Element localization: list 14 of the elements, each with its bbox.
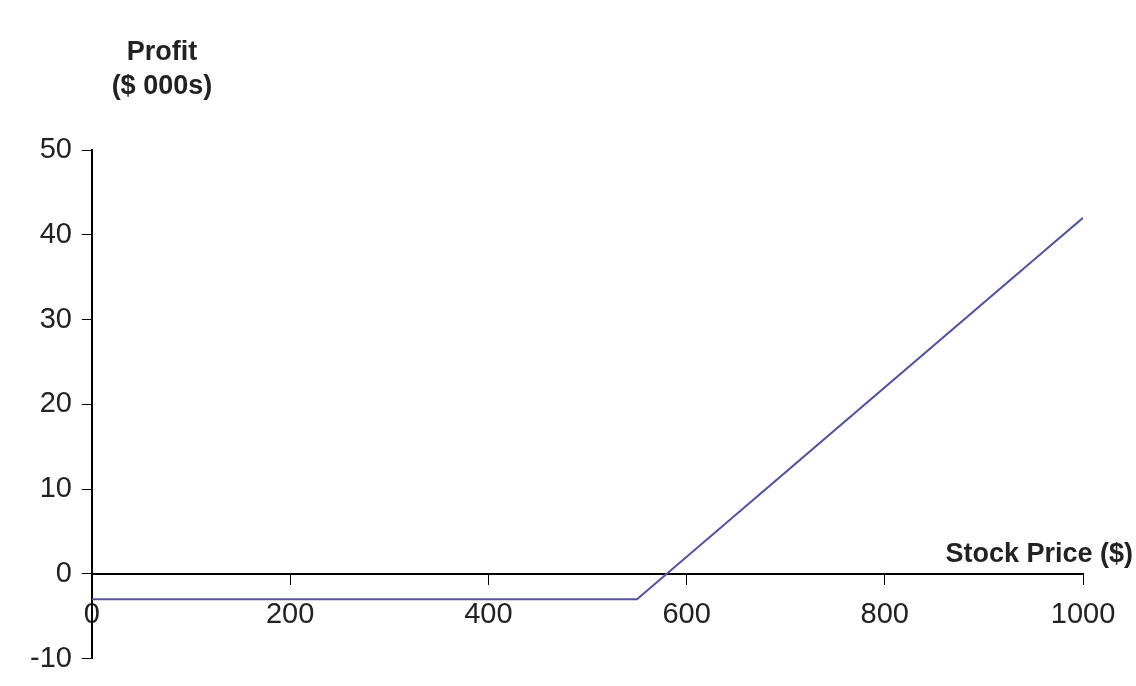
y-tick-label: 20	[39, 386, 72, 419]
y-tick-label: 40	[39, 216, 72, 249]
y-tick-label: 10	[39, 471, 72, 504]
y-axis-title: Profit ($ 000s)	[111, 35, 213, 100]
y-tick-label: 50	[39, 132, 72, 164]
x-tick-label: 200	[265, 597, 315, 630]
x-tick-label: 800	[860, 597, 909, 630]
y-tick-label: 30	[39, 301, 72, 334]
y-tick-label: -10	[29, 640, 72, 673]
x-axis-title: Stock Price ($)	[945, 537, 1133, 568]
x-tick-label: 1000	[1050, 597, 1116, 630]
x-tick-label: 400	[464, 597, 513, 630]
y-tick-label: 0	[55, 555, 72, 588]
x-tick-label: 600	[662, 597, 711, 630]
